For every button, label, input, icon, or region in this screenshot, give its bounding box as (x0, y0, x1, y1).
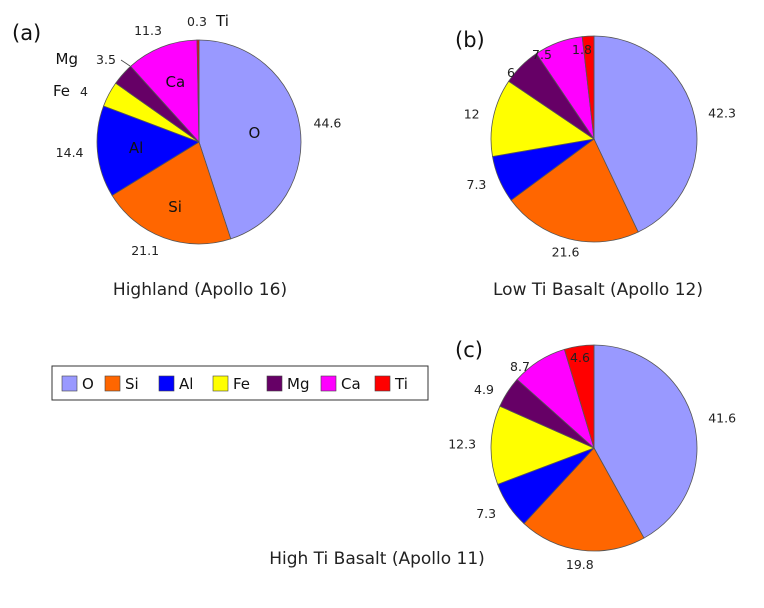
legend: O Si Al Fe Mg Ca Ti (51, 365, 429, 401)
pie-chart-low-ti-basalt: (b) 42.3 21.6 7.3 12 6 7.5 1.8 Low Ti Basalt (… (455, 28, 736, 300)
value-label-ti: 1.8 (572, 42, 592, 57)
legend-label-fe: Fe (233, 375, 250, 393)
pie-c-slices: 41.6 19.8 7.3 12.3 4.9 8.7 4.6 (448, 344, 736, 572)
legend-swatch-al (158, 375, 175, 392)
value-label-si: 21.6 (552, 244, 580, 259)
slice-name-mg: Mg (56, 50, 78, 68)
slice-al (96, 105, 200, 196)
legend-label-si: Si (125, 375, 139, 393)
slice-o (593, 344, 698, 539)
legend-swatch-fe (212, 375, 229, 392)
legend-item-ca: Ca (320, 375, 361, 393)
slice-si (510, 138, 639, 243)
legend-item-si: Si (104, 375, 139, 393)
value-label-ti: 4.6 (570, 350, 590, 365)
legend-swatch-mg (266, 375, 283, 392)
legend-item-o: O (61, 375, 94, 393)
legend-swatch-ca (320, 375, 337, 392)
pie-a-slices: 44.6 O 21.1 Si 14.4 Al 4 Fe 3.5 Mg 11.3 Ca 0.3 Ti (53, 12, 341, 258)
value-label-ti: 0.3 (187, 14, 207, 29)
value-label-mg: 6 (507, 65, 515, 80)
slice-ti (581, 35, 595, 140)
legend-label-al: Al (179, 375, 193, 393)
legend-swatch-o (61, 375, 78, 392)
slice-ca (130, 39, 200, 144)
value-label-al: 14.4 (56, 145, 84, 160)
legend-item-al: Al (158, 375, 193, 393)
slice-o (198, 39, 302, 240)
legend-item-ti: Ti (374, 375, 408, 393)
slice-fe (490, 80, 596, 157)
value-label-ca: 7.5 (532, 47, 552, 62)
value-label-si: 21.1 (131, 243, 159, 258)
value-label-al: 7.3 (476, 506, 496, 521)
slice-name-al: Al (129, 139, 143, 157)
slice-name-fe: Fe (53, 82, 70, 100)
value-label-o: 41.6 (708, 410, 736, 425)
value-label-ca: 8.7 (510, 359, 530, 374)
panel-label-b: (b) (455, 28, 485, 52)
leader-line-mg (120, 59, 131, 67)
value-label-mg: 3.5 (96, 52, 116, 67)
value-label-o: 42.3 (708, 105, 736, 120)
legend-swatch-si (104, 375, 121, 392)
legend-item-fe: Fe (212, 375, 250, 393)
slice-o (593, 35, 698, 233)
pie-title-c: High Ti Basalt (Apollo 11) (269, 549, 485, 569)
value-label-fe: 12 (464, 106, 480, 121)
panel-label-c: (c) (455, 338, 483, 362)
value-label-fe: 12.3 (448, 437, 476, 452)
slice-name-si: Si (168, 198, 182, 216)
value-label-mg: 4.9 (474, 382, 494, 397)
slice-name-ca: Ca (166, 73, 186, 91)
value-label-o: 44.6 (314, 116, 342, 131)
slice-ti (563, 344, 595, 449)
legend-swatch-ti (374, 375, 391, 392)
legend-item-mg: Mg (266, 375, 309, 393)
pie-title-a: Highland (Apollo 16) (113, 280, 287, 300)
panel-label-a: (a) (12, 21, 41, 45)
pie-title-b: Low Ti Basalt (Apollo 12) (493, 280, 703, 300)
legend-label-o: O (82, 375, 94, 393)
value-label-fe: 4 (80, 84, 88, 99)
slice-name-ti: Ti (215, 12, 229, 30)
pie-chart-highland: (a) 44.6 O 21.1 Si 14.4 Al 4 Fe 3.5 Mg 11.3 Ca 0.3 Ti… (12, 12, 341, 300)
slice-ti (196, 39, 200, 143)
slice-si (111, 141, 232, 245)
legend-items: O Si Al Fe Mg Ca Ti (61, 375, 408, 393)
pie-chart-high-ti-basalt: (c) 41.6 19.8 7.3 12.3 4.9 8.7 4.6 High Ti Bas… (269, 338, 736, 572)
value-label-ca: 11.3 (134, 23, 162, 38)
legend-label-mg: Mg (287, 375, 309, 393)
value-label-si: 19.8 (566, 557, 594, 572)
legend-label-ti: Ti (394, 375, 408, 393)
value-label-al: 7.3 (467, 177, 487, 192)
legend-label-ca: Ca (341, 375, 361, 393)
slice-name-o: O (248, 124, 260, 142)
slice-fe (490, 405, 596, 485)
slice-si (523, 447, 645, 552)
pie-b-slices: 42.3 21.6 7.3 12 6 7.5 1.8 (464, 35, 736, 259)
